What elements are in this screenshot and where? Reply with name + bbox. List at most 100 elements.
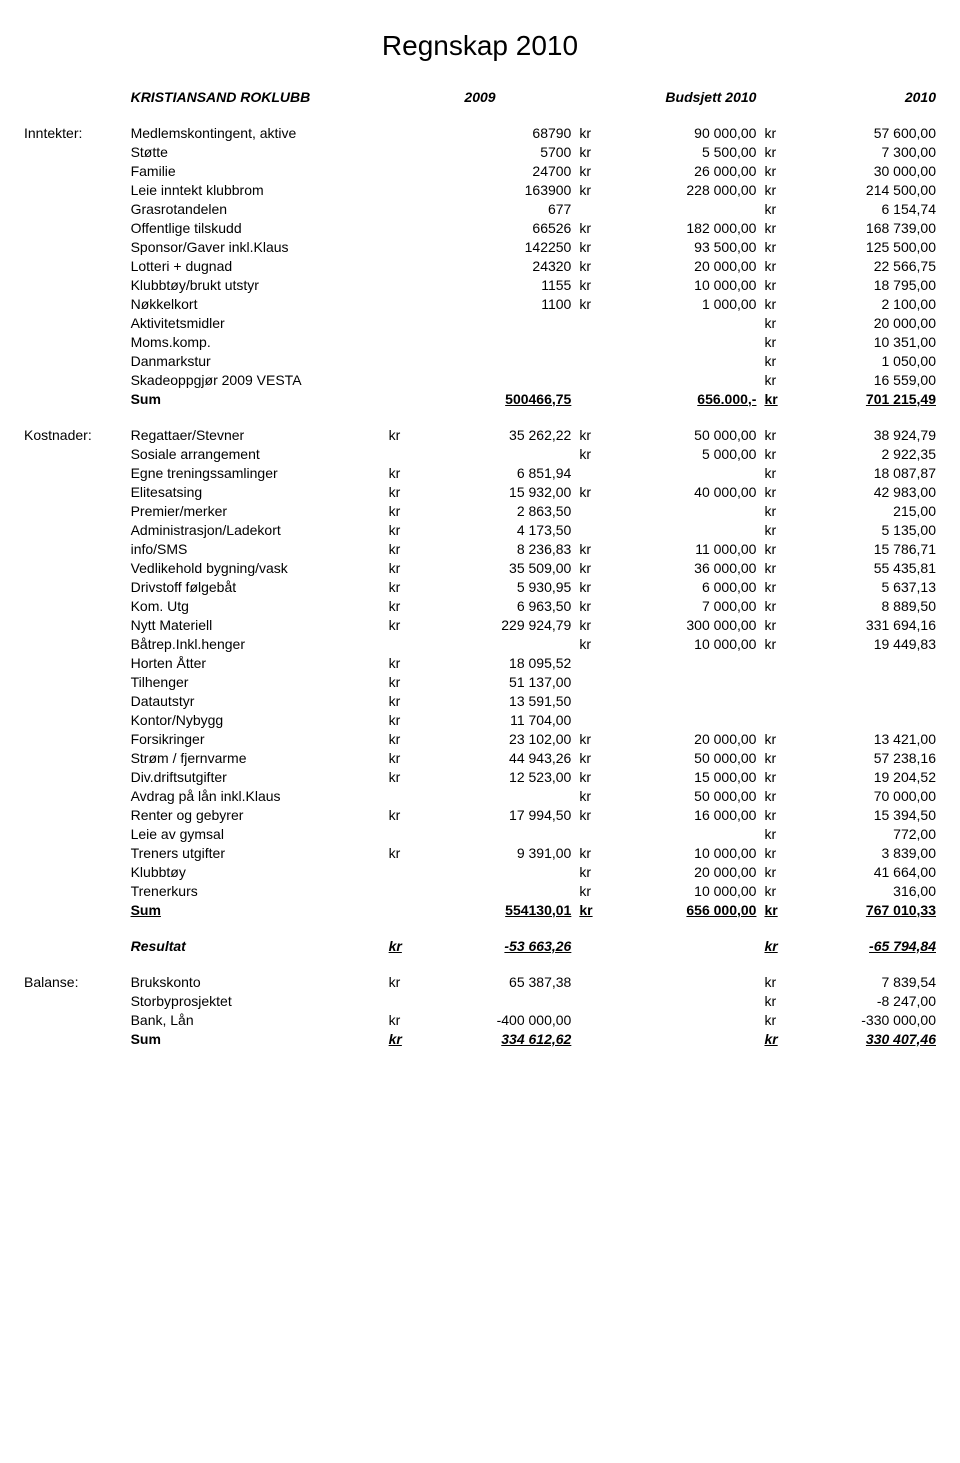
row-label: Tilhenger — [127, 672, 385, 691]
resultat-label: Resultat — [127, 936, 385, 955]
row-label: Båtrep.Inkl.henger — [127, 634, 385, 653]
cell-budsjett: kr26 000,00 — [575, 161, 760, 180]
cell-2010: kr55 435,81 — [760, 558, 940, 577]
table-row: Forsikringerkr23 102,00kr20 000,00kr13 4… — [20, 729, 940, 748]
sum-budsjett: kr656 000,00 — [575, 900, 760, 919]
cell-2009: 677 — [385, 199, 576, 218]
cell-2009: kr11 704,00 — [385, 710, 576, 729]
cell-budsjett: kr11 000,00 — [575, 539, 760, 558]
row-label: Sosiale arrangement — [127, 444, 385, 463]
cell-2010: kr57 238,16 — [760, 748, 940, 767]
cell-2010: kr15 394,50 — [760, 805, 940, 824]
cell-budsjett — [575, 653, 760, 672]
cell-2010: kr316,00 — [760, 881, 940, 900]
cell-2009: 5700 — [385, 142, 576, 161]
row-label: Leie inntekt klubbrom — [127, 180, 385, 199]
table-row: Sponsor/Gaver inkl.Klaus142250kr93 500,0… — [20, 237, 940, 256]
row-label: Div.driftsutgifter — [127, 767, 385, 786]
row-label: Lotteri + dugnad — [127, 256, 385, 275]
table-row: Offentlige tilskudd66526kr182 000,00kr16… — [20, 218, 940, 237]
table-row: Lotteri + dugnad24320kr20 000,00kr22 566… — [20, 256, 940, 275]
cell-2009 — [385, 444, 576, 463]
cell-2010 — [760, 691, 940, 710]
table-row: Kom. Utgkr6 963,50kr7 000,00kr8 889,50 — [20, 596, 940, 615]
sum-label: Sum — [127, 900, 385, 919]
row-label: Klubbtøy — [127, 862, 385, 881]
table-row: Familie24700kr26 000,00kr30 000,00 — [20, 161, 940, 180]
cell-2010: kr22 566,75 — [760, 256, 940, 275]
sum-budsjett: 656.000,- — [575, 389, 760, 408]
table-row: Administrasjon/Ladekortkr4 173,50kr5 135… — [20, 520, 940, 539]
cell-2010: kr20 000,00 — [760, 313, 940, 332]
cell-2009 — [385, 824, 576, 843]
table-row: Horten Åtterkr18 095,52 — [20, 653, 940, 672]
cell-2010: kr8 889,50 — [760, 596, 940, 615]
row-label: info/SMS — [127, 539, 385, 558]
cell-2009 — [385, 351, 576, 370]
cell-budsjett — [575, 672, 760, 691]
cell-budsjett — [575, 972, 760, 991]
cell-budsjett: kr1 000,00 — [575, 294, 760, 313]
table-row: Balanse:Brukskontokr65 387,38kr7 839,54 — [20, 972, 940, 991]
header-col-2010: 2010 — [760, 87, 940, 106]
cell-budsjett: kr20 000,00 — [575, 256, 760, 275]
cell-budsjett: kr228 000,00 — [575, 180, 760, 199]
resultat-row: Resultatkr-53 663,26kr-65 794,84 — [20, 936, 940, 955]
table-row: Klubbtøykr20 000,00kr41 664,00 — [20, 862, 940, 881]
cell-2009: 1155 — [385, 275, 576, 294]
cell-budsjett: kr50 000,00 — [575, 425, 760, 444]
sum-2010: kr701 215,49 — [760, 389, 940, 408]
cell-2010: kr18 795,00 — [760, 275, 940, 294]
row-label: Sponsor/Gaver inkl.Klaus — [127, 237, 385, 256]
cell-budsjett: kr10 000,00 — [575, 634, 760, 653]
cell-2009: kr6 963,50 — [385, 596, 576, 615]
cell-budsjett — [575, 501, 760, 520]
table-row: Egne treningssamlingerkr6 851,94kr18 087… — [20, 463, 940, 482]
cell-2009: 163900 — [385, 180, 576, 199]
table-row: Leie av gymsalkr772,00 — [20, 824, 940, 843]
cell-2010: kr215,00 — [760, 501, 940, 520]
row-label: Familie — [127, 161, 385, 180]
section-label-kostnader: Kostnader: — [20, 425, 127, 444]
cell-2010: kr7 300,00 — [760, 142, 940, 161]
cell-2010: kr18 087,87 — [760, 463, 940, 482]
sum-label: Sum — [127, 1029, 385, 1048]
cell-2010: kr38 924,79 — [760, 425, 940, 444]
cell-budsjett — [575, 1010, 760, 1029]
cell-2009: 1100 — [385, 294, 576, 313]
row-label: Offentlige tilskudd — [127, 218, 385, 237]
cell-2009: kr12 523,00 — [385, 767, 576, 786]
sum-label: Sum — [127, 389, 385, 408]
cell-2009 — [385, 332, 576, 351]
cell-2010 — [760, 653, 940, 672]
cell-2009: kr18 095,52 — [385, 653, 576, 672]
row-label: Støtte — [127, 142, 385, 161]
row-label: Renter og gebyrer — [127, 805, 385, 824]
row-label: Kom. Utg — [127, 596, 385, 615]
row-label: Premier/merker — [127, 501, 385, 520]
cell-2009 — [385, 313, 576, 332]
cell-budsjett: kr90 000,00 — [575, 123, 760, 142]
cell-2009: kr5 930,95 — [385, 577, 576, 596]
table-row: Premier/merkerkr2 863,50kr215,00 — [20, 501, 940, 520]
row-label: Klubbtøy/brukt utstyr — [127, 275, 385, 294]
sum-2010: kr330 407,46 — [760, 1029, 940, 1048]
cell-budsjett: kr20 000,00 — [575, 729, 760, 748]
cell-2009: 24320 — [385, 256, 576, 275]
cell-2010: kr7 839,54 — [760, 972, 940, 991]
cell-budsjett: kr5 500,00 — [575, 142, 760, 161]
header-row: KRISTIANSAND ROKLUBB2009Budsjett 2010201… — [20, 87, 940, 106]
cell-2009: 66526 — [385, 218, 576, 237]
table-row: Tilhengerkr51 137,00 — [20, 672, 940, 691]
header-empty — [20, 87, 127, 106]
table-row: Klubbtøy/brukt utstyr1155kr10 000,00kr18… — [20, 275, 940, 294]
table-row: Renter og gebyrerkr17 994,50kr16 000,00k… — [20, 805, 940, 824]
sum-2010: kr767 010,33 — [760, 900, 940, 919]
cell-2009: kr-400 000,00 — [385, 1010, 576, 1029]
row-label: Strøm / fjernvarme — [127, 748, 385, 767]
section-label-balanse: Balanse: — [20, 972, 127, 991]
cell-2009: kr17 994,50 — [385, 805, 576, 824]
cell-2010: kr16 559,00 — [760, 370, 940, 389]
cell-2009: 24700 — [385, 161, 576, 180]
cell-budsjett: kr182 000,00 — [575, 218, 760, 237]
